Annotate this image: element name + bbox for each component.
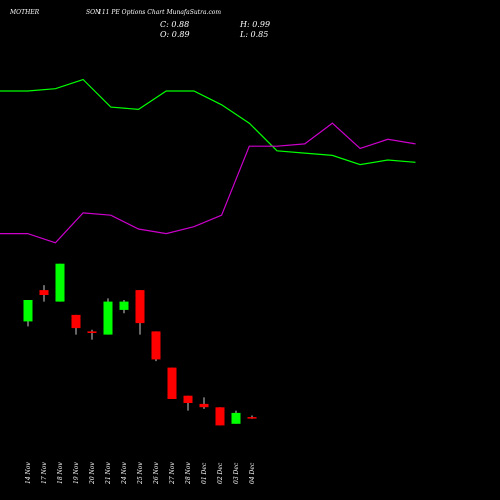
candle-body — [87, 331, 97, 333]
x-axis-tick-label: 21 Nov — [105, 462, 112, 485]
x-axis-tick-label: 24 Nov — [121, 462, 128, 485]
candle-body — [247, 417, 257, 419]
x-axis-tick-label: 17 Nov — [41, 462, 48, 484]
x-axis-tick-label: 14 Nov — [25, 462, 32, 484]
x-axis-tick-label: 26 Nov — [153, 462, 160, 485]
candle-body — [39, 290, 49, 295]
x-axis-tick-label: 03 Dec — [233, 462, 240, 484]
chart-subtitle: 111 PE Options Chart MunafaSutra.com — [98, 9, 222, 16]
x-axis-tick-label: 27 Nov — [169, 462, 176, 485]
x-axis-tick-label: 25 Nov — [137, 462, 144, 485]
candle-body — [135, 290, 145, 324]
x-axis-tick-label: 18 Nov — [57, 462, 64, 484]
x-axis-tick-label: 20 Nov — [89, 462, 96, 485]
low-value: L: 0.85 — [240, 30, 269, 39]
candle-body — [151, 331, 161, 360]
candle-body — [215, 407, 225, 426]
indicator-line-magenta — [0, 122, 416, 244]
candle-body — [183, 395, 193, 403]
candle-body — [119, 301, 129, 310]
candle-body — [71, 314, 81, 329]
x-axis-tick-label: 28 Nov — [185, 462, 192, 485]
x-axis-tick-label: 01 Dec — [201, 462, 208, 484]
indicator-line-green — [0, 78, 416, 166]
chart-symbol-left: MOTHER — [10, 9, 40, 16]
close-value: C: 0.88 — [160, 20, 190, 29]
candle-body — [55, 263, 65, 302]
high-value: H: 0.99 — [240, 20, 271, 29]
candle-body — [199, 403, 209, 408]
candle-body — [231, 412, 241, 424]
x-axis-tick-label: 04 Dec — [249, 462, 256, 484]
candle-body — [167, 367, 177, 399]
open-value: O: 0.89 — [160, 30, 190, 39]
candle-body — [103, 301, 113, 335]
chart-symbol-right: SON — [86, 9, 101, 16]
x-axis-tick-label: 19 Nov — [73, 462, 80, 484]
x-axis-tick-label: 02 Dec — [217, 462, 224, 484]
candle-body — [23, 300, 33, 322]
